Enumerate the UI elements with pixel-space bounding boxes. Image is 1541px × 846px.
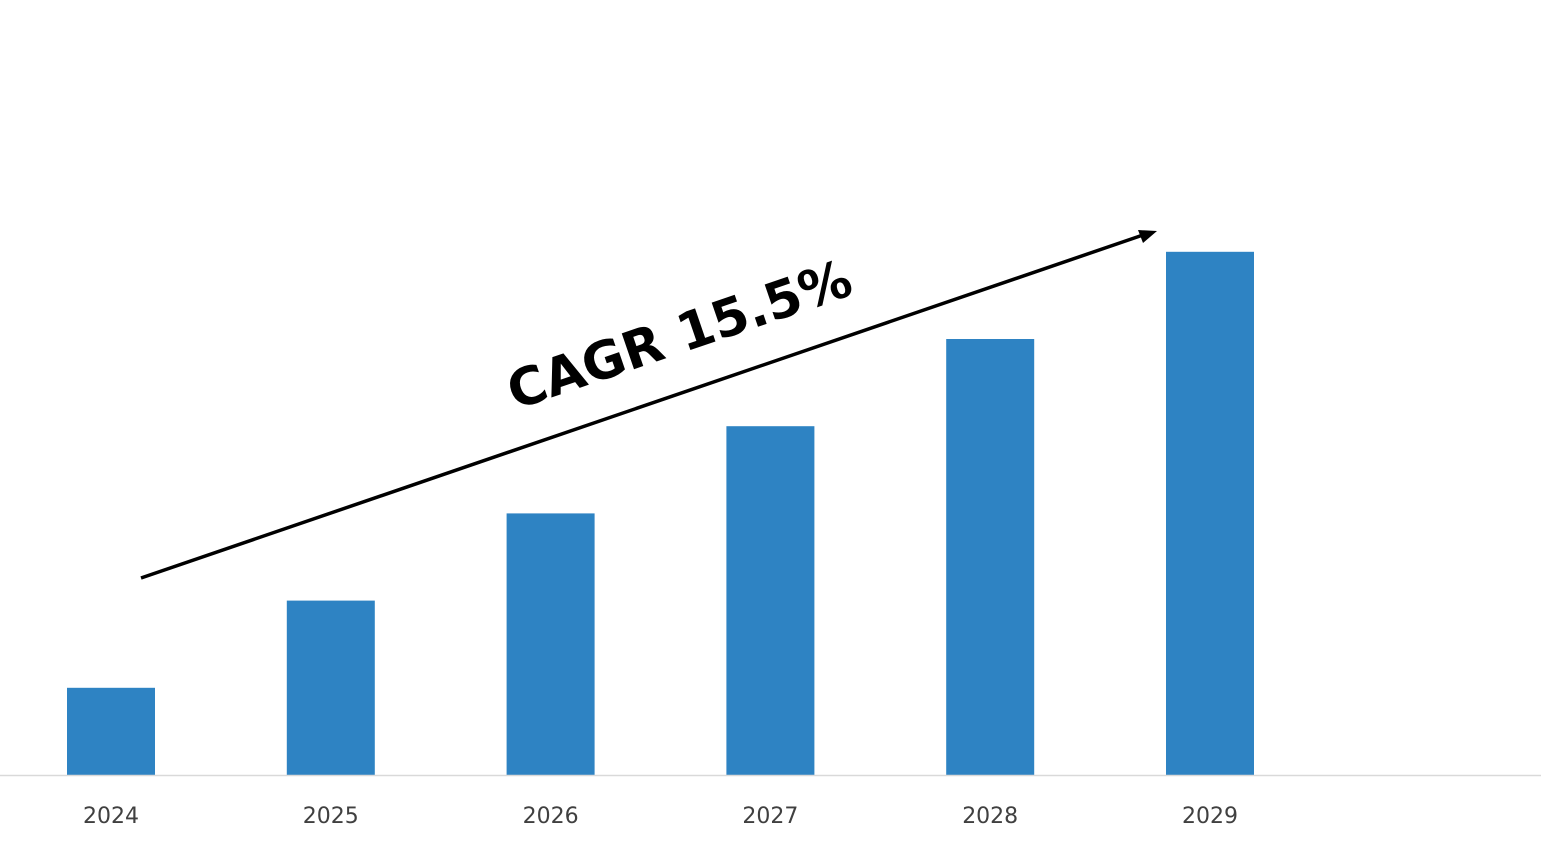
arrow-head-icon: [1138, 230, 1157, 243]
x-tick-label-2026: 2026: [523, 804, 579, 829]
bar-2028: [946, 339, 1035, 775]
bar-2027: [726, 426, 815, 775]
trend-arrow-line: [140, 233, 1144, 580]
x-tick-labels: 2024 2025 2026 2027 2028 2029: [83, 804, 1238, 829]
bar-2029: [1166, 251, 1254, 776]
cagr-trend-arrow: [140, 230, 1157, 580]
bars-group: [67, 251, 1254, 776]
x-tick-label-2029: 2029: [1182, 804, 1238, 829]
bar-2026: [506, 513, 595, 775]
bar-2025: [286, 600, 375, 775]
x-tick-label-2027: 2027: [742, 804, 798, 829]
bar-2024: [67, 687, 155, 775]
cagr-annotation: CAGR 15.5%: [500, 249, 860, 422]
x-tick-label-2024: 2024: [83, 804, 139, 829]
x-tick-label-2025: 2025: [303, 804, 359, 829]
x-tick-label-2028: 2028: [962, 804, 1018, 829]
